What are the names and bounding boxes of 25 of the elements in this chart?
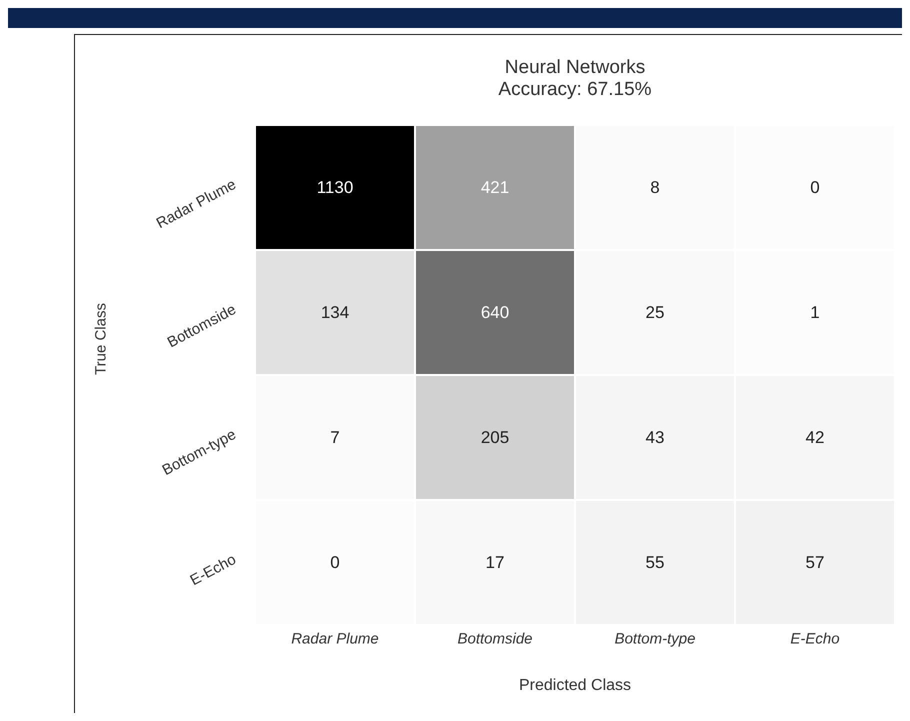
x-tick-label: Radar Plume xyxy=(291,630,379,648)
data-label: 57 xyxy=(806,553,824,572)
x-tick-label: Bottom-type xyxy=(614,630,696,648)
data-label: 421 xyxy=(480,178,510,197)
y-tick-label: Radar Plume xyxy=(154,176,239,232)
data-label: 25 xyxy=(646,303,664,322)
data-label: 1130 xyxy=(316,178,354,197)
data-label: 55 xyxy=(646,553,664,572)
data-label: 17 xyxy=(486,553,504,572)
data-label: 42 xyxy=(806,428,824,447)
x-tick-label: E-Echo xyxy=(790,630,840,648)
y-axis-title: True Class xyxy=(92,303,110,375)
data-label: 205 xyxy=(480,428,510,447)
data-label: 0 xyxy=(810,178,820,197)
chart-title: Neural Networks xyxy=(504,57,646,79)
data-label: 0 xyxy=(330,553,340,572)
data-label: 43 xyxy=(646,428,664,447)
data-label: 640 xyxy=(480,303,510,322)
x-tick-label: Bottomside xyxy=(457,630,533,648)
data-label: 1 xyxy=(810,303,820,322)
data-label: 8 xyxy=(650,178,660,197)
data-label: 7 xyxy=(330,428,340,447)
data-label: 134 xyxy=(320,303,350,322)
x-axis-title: Predicted Class xyxy=(518,677,632,694)
chart-subtitle: Accuracy: 67.15% xyxy=(497,79,653,101)
